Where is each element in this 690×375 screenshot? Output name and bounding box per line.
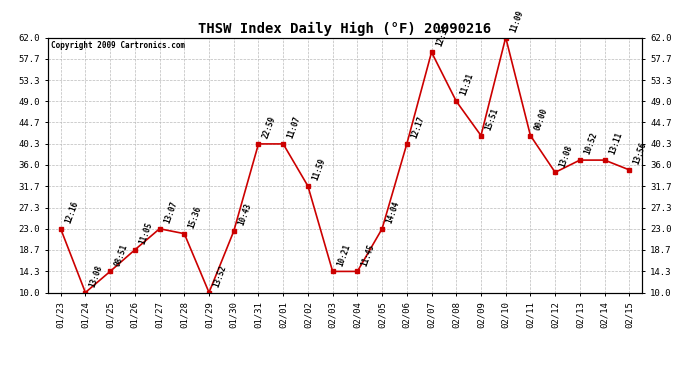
Text: 11:59: 11:59 <box>310 157 327 182</box>
Text: 13:07: 13:07 <box>162 200 179 225</box>
Text: 11:07: 11:07 <box>286 115 302 140</box>
Text: 13:56: 13:56 <box>632 141 649 166</box>
Text: 22:59: 22:59 <box>262 115 277 140</box>
Text: 11:45: 11:45 <box>360 243 377 267</box>
Text: 12:35: 12:35 <box>434 23 451 48</box>
Text: 11:31: 11:31 <box>459 72 475 97</box>
Text: 13:52: 13:52 <box>212 264 228 288</box>
Text: 12:17: 12:17 <box>410 115 426 140</box>
Text: 14:04: 14:04 <box>385 200 401 225</box>
Text: 13:08: 13:08 <box>558 143 574 168</box>
Text: 10:21: 10:21 <box>335 243 352 267</box>
Title: THSW Index Daily High (°F) 20090216: THSW Index Daily High (°F) 20090216 <box>199 22 491 36</box>
Text: 08:51: 08:51 <box>113 243 129 267</box>
Text: 12:16: 12:16 <box>63 200 80 225</box>
Text: 11:05: 11:05 <box>137 221 154 246</box>
Text: 11:09: 11:09 <box>509 9 525 33</box>
Text: 10:43: 10:43 <box>237 202 253 227</box>
Text: 10:52: 10:52 <box>582 131 599 156</box>
Text: 13:08: 13:08 <box>88 264 104 288</box>
Text: 15:36: 15:36 <box>187 205 204 230</box>
Text: 00:00: 00:00 <box>533 106 549 131</box>
Text: 13:11: 13:11 <box>607 131 624 156</box>
Text: Copyright 2009 Cartronics.com: Copyright 2009 Cartronics.com <box>51 41 186 50</box>
Text: 15:51: 15:51 <box>484 106 500 131</box>
